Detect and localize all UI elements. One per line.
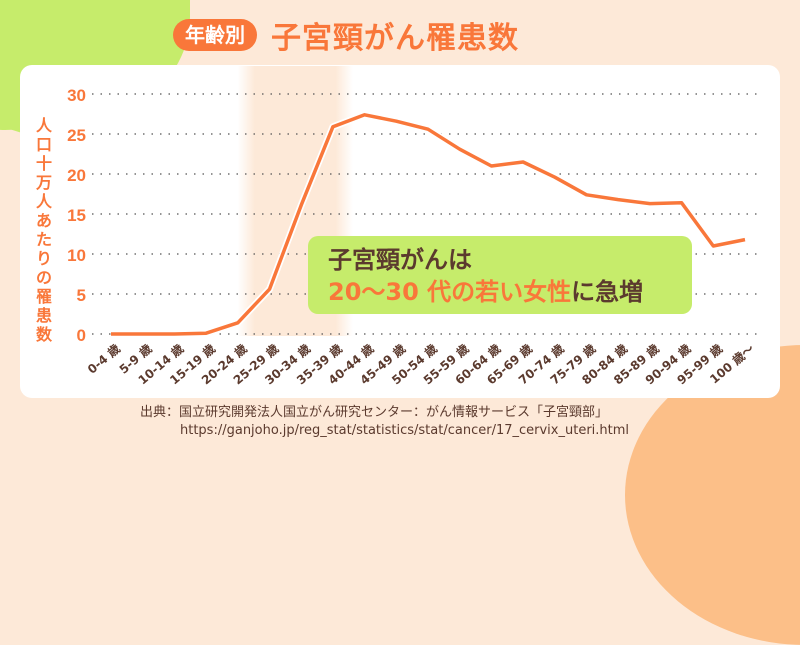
header: 年齢別 子宮頸がん罹患数 [173, 15, 519, 56]
callout-line2: 20〜30 代の若い女性に急増 [328, 276, 672, 308]
y-tick-label: 30 [67, 86, 86, 105]
source-citation: 出典：国立研究開発法人国立がん研究センター：がん情報サービス「子宮頸部」 htt… [140, 404, 629, 440]
y-tick-label: 25 [67, 126, 86, 145]
data-line [111, 113, 746, 336]
y-tick-label: 5 [77, 286, 86, 305]
source-url[interactable]: https://ganjoho.jp/reg_stat/statistics/s… [180, 423, 630, 438]
y-tick-label: 10 [67, 246, 86, 265]
source-line: 出典：国立研究開発法人国立がん研究センター：がん情報サービス「子宮頸部」 [140, 405, 609, 420]
y-tick-label: 20 [67, 166, 86, 185]
y-tick-label: 15 [67, 206, 86, 225]
callout-line1: 子宮頸がんは [328, 246, 472, 274]
page-title: 子宮頸がん罹患数 [271, 21, 519, 56]
category-badge: 年齢別 [173, 19, 257, 51]
callout-suffix: に急増 [571, 278, 644, 306]
y-tick-label: 0 [77, 326, 86, 345]
callout-box: 子宮頸がんは 20〜30 代の若い女性に急増 [308, 236, 692, 314]
x-tick-label: 0-4 歳 [84, 341, 123, 377]
callout-highlight: 20〜30 代の若い女性 [328, 278, 572, 306]
y-axis-label: 人口十万人あたりの罹患数 [35, 116, 52, 344]
